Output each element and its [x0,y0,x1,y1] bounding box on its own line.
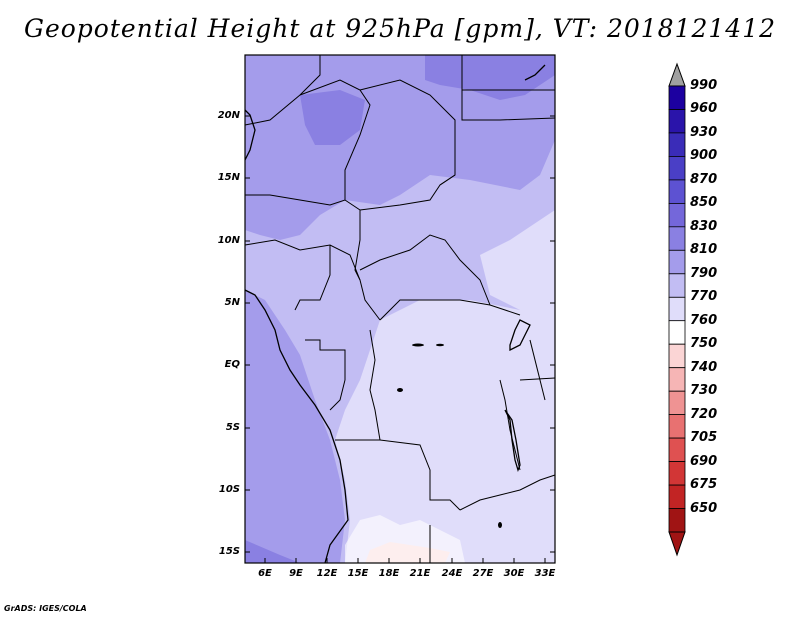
grads-credit: GrADS: IGES/COLA [4,604,87,613]
west-african-coast-region [245,290,345,563]
colorbar-label-930: 930 [690,124,718,140]
colorbar-label-740: 740 [690,359,718,375]
southwest-corner-region [245,540,300,563]
colorbar-cell [668,461,686,486]
lat-label-eq: EQ [224,359,240,370]
colorbar-cell [668,320,686,345]
northeast-highest-region [425,55,555,100]
lat-label-15s: 15S [218,546,240,557]
country-borders [244,55,556,563]
colorbar-top-arrow [668,62,686,87]
east-africa-low-region [480,210,555,310]
colorbar-label-760: 760 [690,312,718,328]
colorbar-label-790: 790 [690,265,718,281]
lon-label-21e: 21E [409,568,431,579]
lon-label-18e: 18E [378,568,400,579]
lon-label-33e: 33E [534,568,556,579]
colorbar-cell [668,508,686,533]
colorbar-cell [668,414,686,439]
northwest-high-region [300,90,365,145]
lon-label-15e: 15E [347,568,369,579]
lon-label-24e: 24E [441,568,463,579]
lon-label-12e: 12E [316,568,338,579]
lat-label-15n: 15N [217,172,240,183]
colorbar-bottom-arrow [668,531,686,557]
colorbar-label-720: 720 [690,406,718,422]
coastline [244,64,546,564]
colorbar-label-650: 650 [690,500,718,516]
colorbar-cell [668,367,686,392]
colorbar [668,62,686,557]
colorbar-cell [668,390,686,416]
southern-neutral-region [345,515,465,563]
colorbar-label-730: 730 [690,383,718,399]
colorbar-label-900: 900 [690,148,718,164]
colorbar-label-870: 870 [690,171,718,187]
lat-label-20n: 20N [217,110,240,121]
map-frame [244,54,556,564]
colorbar-label-810: 810 [690,242,718,258]
lon-label-27e: 27E [472,568,494,579]
colorbar-cell [668,226,686,251]
colorbar-cell [668,437,686,463]
lon-label-9e: 9E [289,568,303,579]
colorbar-cell [668,109,686,134]
colorbar-label-750: 750 [690,336,718,352]
longitude-ticks [264,558,546,563]
colorbar-cell [668,296,686,322]
lon-label-6e: 6E [258,568,272,579]
congo-basin-low-region [335,300,555,563]
colorbar-cell [668,343,686,369]
colorbar-cell [668,179,686,204]
lat-label-10n: 10N [217,235,240,246]
lat-label-10s: 10S [218,484,240,495]
latitude-ticks [245,115,555,553]
colorbar-cell [668,273,686,298]
colorbar-cell [668,202,686,228]
colorbar-label-675: 675 [690,477,718,493]
lat-label-5s: 5S [225,422,240,433]
colorbar-cell [668,484,686,510]
colorbar-cell [668,155,686,181]
colorbar-label-830: 830 [690,218,718,234]
lakes [397,343,502,528]
colorbar-label-690: 690 [690,453,718,469]
colorbar-label-850: 850 [690,195,718,211]
colorbar-label-990: 990 [690,78,718,93]
map-title: Geopotential Height at 925hPa [gpm], VT:… [23,14,777,43]
lat-label-5n: 5N [224,297,240,308]
colorbar-label-705: 705 [690,430,718,446]
colorbar-cell [668,132,686,157]
colorbar-label-770: 770 [690,289,718,305]
colorbar-cell [668,85,686,110]
colorbar-cell [668,249,686,275]
lon-label-30e: 30E [503,568,525,579]
colorbar-label-960: 960 [690,101,718,117]
